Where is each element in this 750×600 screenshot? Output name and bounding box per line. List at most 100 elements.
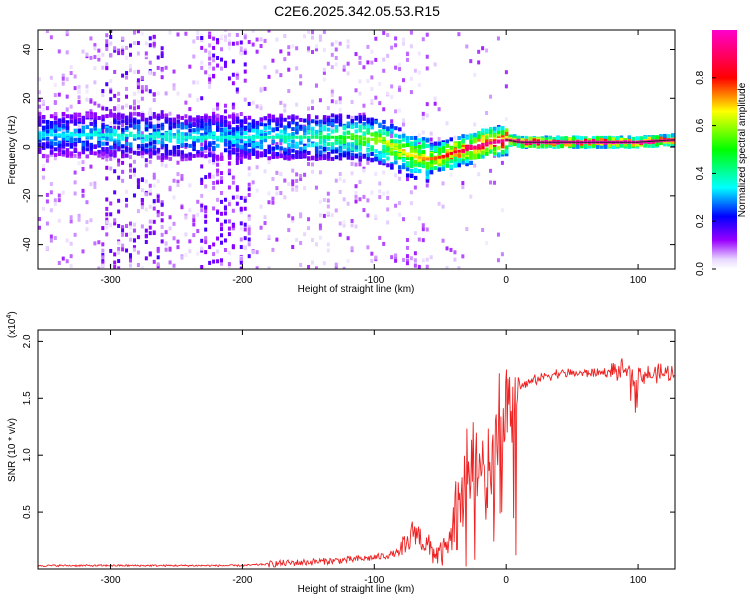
heatmap-cell	[346, 71, 350, 76]
heatmap-cell	[109, 201, 113, 206]
heatmap-ridge-cell	[271, 135, 275, 139]
heatmap-cell	[144, 179, 148, 184]
heatmap-cell	[140, 224, 144, 229]
heatmap-cell	[89, 55, 93, 60]
heatmap-ridge-cell	[109, 133, 113, 137]
heatmap-cell	[227, 161, 231, 166]
heatmap-cell	[125, 135, 129, 140]
heatmap-cell	[140, 138, 145, 143]
heatmap-cell	[437, 201, 441, 206]
heatmap-cell	[156, 153, 160, 158]
heatmap-cell	[445, 154, 450, 159]
heatmap-cell	[291, 139, 295, 144]
heatmap-cell	[121, 151, 125, 156]
heatmap-cell	[136, 135, 141, 140]
heatmap-cell	[73, 74, 77, 79]
heatmap-cell	[148, 43, 152, 48]
heatmap-cell	[314, 129, 319, 134]
heatmap-cell	[212, 252, 216, 257]
heatmap-cell	[485, 135, 489, 140]
heatmap-cell	[105, 39, 109, 44]
heatmap-cell	[117, 98, 121, 103]
heatmap-cell	[73, 147, 78, 152]
heatmap-cell	[144, 163, 148, 168]
heatmap-cell	[57, 92, 61, 97]
heatmap-cell	[465, 227, 469, 232]
heatmap-cell	[402, 217, 405, 222]
heatmap-cell	[374, 95, 378, 100]
heatmap-cell	[243, 125, 248, 130]
heatmap-cell	[231, 195, 235, 200]
heatmap-cell	[413, 138, 418, 143]
heatmap-cell	[425, 183, 429, 188]
heatmap-cell	[382, 125, 386, 130]
heatmap-cell	[109, 248, 113, 253]
heatmap-cell	[599, 144, 604, 149]
heatmap-cell	[160, 140, 165, 145]
heatmap-cell	[314, 156, 319, 161]
heatmap-cell	[247, 227, 251, 232]
heatmap-cell	[121, 119, 125, 124]
heatmap-cell	[85, 97, 89, 102]
heatmap-cell	[235, 160, 239, 165]
heatmap-cell	[267, 30, 271, 33]
heatmap-cell	[299, 81, 303, 86]
heatmap-cell	[595, 136, 600, 141]
heatmap-cell	[176, 152, 180, 157]
heatmap-cell	[204, 250, 208, 255]
heatmap-cell	[160, 155, 165, 160]
heatmap-cell	[129, 63, 132, 68]
heatmap-cell	[402, 122, 405, 127]
heatmap-cell	[223, 238, 227, 243]
heatmap-ridge-cell	[445, 153, 450, 157]
heatmap-cell	[235, 132, 240, 137]
heatmap-cell	[132, 106, 136, 111]
heatmap-ridge-cell	[378, 139, 382, 143]
heatmap-cell	[421, 149, 426, 154]
heatmap-cell	[109, 41, 113, 46]
heatmap-cell	[227, 232, 231, 237]
heatmap-cell	[57, 260, 61, 265]
heatmap-cell	[334, 140, 339, 145]
heatmap-cell	[500, 160, 504, 165]
heatmap-cell	[311, 238, 314, 243]
heatmap-cell	[445, 121, 449, 126]
heatmap-cell	[93, 119, 97, 124]
heatmap-cell	[251, 30, 255, 33]
heatmap-cell	[164, 137, 169, 142]
heatmap-cell	[322, 151, 326, 156]
heatmap-cell	[398, 108, 402, 113]
heatmap-cell	[243, 97, 247, 102]
heatmap-cell	[220, 199, 223, 204]
heatmap-cell	[125, 189, 129, 194]
heatmap-cell	[129, 253, 132, 258]
heatmap-cell	[322, 47, 326, 52]
heatmap-cell	[109, 35, 113, 40]
heatmap-cell	[271, 146, 275, 151]
heatmap-cell	[188, 93, 192, 98]
heatmap-cell	[156, 120, 160, 125]
heatmap-cell	[220, 211, 223, 216]
heatmap-cell	[220, 66, 223, 71]
heatmap-cell	[255, 104, 259, 109]
heatmap-cell	[263, 38, 267, 43]
heatmap-cell	[287, 89, 291, 94]
heatmap-ridge-cell	[239, 135, 244, 139]
heatmap-cell	[208, 74, 212, 79]
heatmap-cell	[188, 183, 192, 188]
heatmap-cell	[125, 103, 129, 108]
heatmap-cell	[354, 143, 359, 148]
heatmap-cell	[152, 92, 156, 97]
heatmap-cell	[675, 136, 679, 140]
heatmap-cell	[235, 185, 239, 190]
heatmap-cell	[125, 45, 129, 50]
heatmap-cell	[528, 136, 533, 141]
heatmap-cell	[493, 135, 497, 140]
heatmap-cell	[188, 156, 192, 161]
heatmap-cell	[132, 41, 136, 46]
heatmap-cell	[144, 158, 148, 163]
heatmap-cell	[259, 103, 263, 108]
heatmap-cell	[176, 133, 180, 138]
heatmap-cell	[97, 116, 101, 121]
snr-y-axis-label: SNR (10 * v/v)	[7, 418, 18, 482]
